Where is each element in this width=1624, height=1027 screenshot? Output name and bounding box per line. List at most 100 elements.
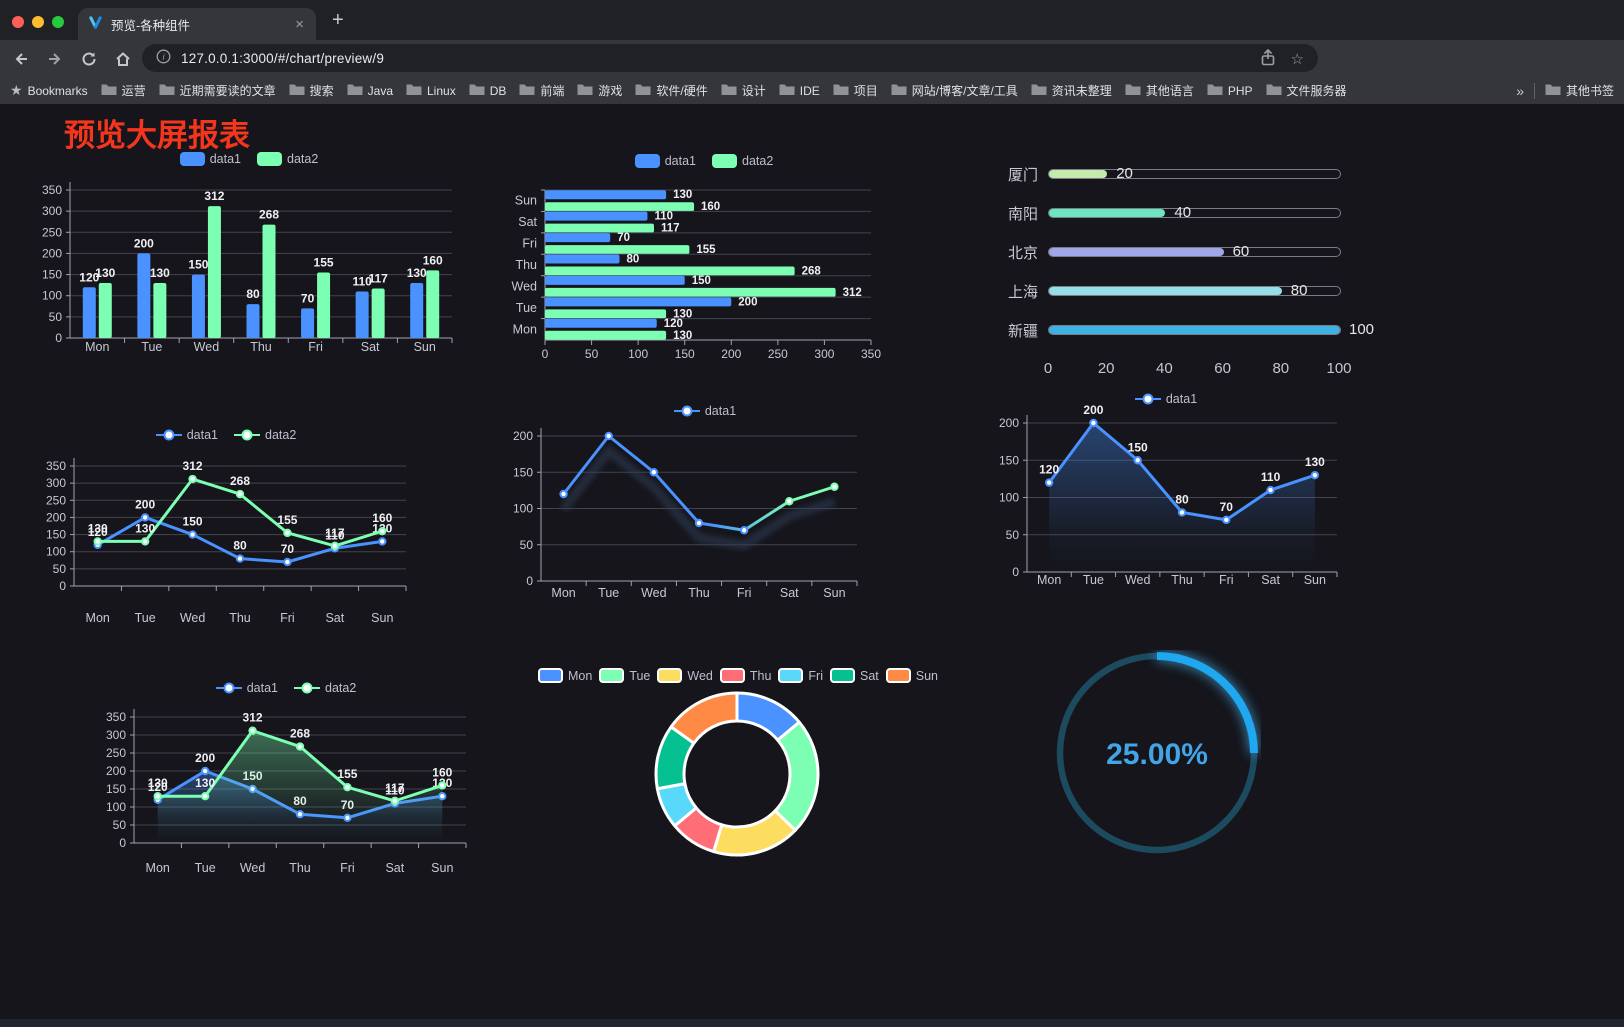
svg-text:200: 200 [42, 246, 62, 260]
svg-text:Sat: Sat [780, 586, 799, 600]
bookmark-folder-近期需要读的文章[interactable]: 近期需要读的文章 [159, 82, 276, 99]
svg-text:50: 50 [49, 310, 63, 324]
legend-item-data2[interactable]: data2 [712, 154, 773, 168]
bookmark-star-icon[interactable]: ☆ [1290, 51, 1304, 68]
svg-text:110: 110 [1261, 470, 1281, 484]
legend-swatch [712, 154, 737, 168]
bookmark-folder-Linux[interactable]: Linux [406, 82, 456, 99]
bookmark-folder-Java[interactable]: Java [347, 82, 393, 99]
svg-text:Sun: Sun [431, 861, 453, 875]
svg-text:Mon: Mon [146, 861, 170, 875]
back-icon[interactable] [8, 46, 34, 72]
url-text[interactable]: 127.0.0.1:3000/#/chart/preview/9 [181, 50, 385, 66]
svg-text:Thu: Thu [1171, 573, 1193, 587]
bookmark-folder-网站/博客/文章/工具[interactable]: 网站/博客/文章/工具 [891, 82, 1018, 99]
site-info-icon[interactable]: i [156, 49, 171, 67]
tab-strip: 预览-各种组件 × + [0, 0, 1624, 40]
chart-legend: Mon Tue Wed Thu Fri Sat Sun [537, 668, 938, 683]
window-close-button[interactable] [12, 16, 24, 28]
bookmark-folder-软件/硬件[interactable]: 软件/硬件 [635, 82, 708, 99]
svg-text:0: 0 [59, 579, 66, 593]
folder-icon [1207, 83, 1223, 99]
bookmark-folder-DB[interactable]: DB [469, 82, 506, 99]
legend-label: data2 [742, 154, 774, 168]
legend-item-Sat[interactable]: Sat [830, 668, 879, 683]
bookmarks-root-label: Bookmarks [27, 83, 88, 98]
legend-item-Mon[interactable]: Mon [537, 668, 592, 683]
svg-text:Thu: Thu [688, 586, 710, 600]
bookmark-label: 软件/硬件 [656, 84, 708, 98]
legend-item-Thu[interactable]: Thu [719, 668, 771, 683]
bookmark-folder-搜索[interactable]: 搜索 [289, 82, 334, 99]
legend-swatch [830, 668, 855, 683]
svg-text:Wed: Wed [194, 340, 220, 354]
bookmark-label: 前端 [540, 84, 565, 98]
svg-text:250: 250 [768, 347, 788, 361]
legend-item-data1[interactable]: data1 [179, 152, 241, 166]
bookmark-folder-PHP[interactable]: PHP [1207, 82, 1253, 99]
tab-close-icon[interactable]: × [295, 15, 304, 33]
svg-text:110: 110 [352, 274, 372, 288]
bookmark-folder-IDE[interactable]: IDE [779, 82, 820, 99]
progress-label: 新疆 [1007, 322, 1038, 340]
legend-item-data1[interactable]: data1 [155, 428, 218, 442]
svg-text:Sun: Sun [515, 194, 537, 208]
legend-item-Fri[interactable]: Fri [778, 668, 823, 683]
legend-label: Tue [629, 668, 651, 683]
chart-area-two: data1 data2 0 50 100 150 200 250 300 350 Mon Tue Wed… [100, 675, 472, 889]
chart-legend: data1 [505, 404, 905, 418]
svg-text:155: 155 [696, 244, 716, 256]
svg-text:Tue: Tue [1083, 573, 1104, 587]
legend-item-data1[interactable]: data1 [1134, 392, 1197, 406]
legend-item-data2[interactable]: data2 [257, 152, 318, 166]
progress-value: 100 [1349, 321, 1375, 338]
legend-item-Wed[interactable]: Wed [657, 668, 713, 683]
svg-text:250: 250 [106, 746, 126, 760]
progress-label: 北京 [1007, 244, 1038, 262]
svg-text:160: 160 [372, 511, 392, 525]
home-icon[interactable] [110, 46, 136, 72]
chart-line-two: data1 data2 0 50 100 150 200 250 300 350 Mon Tue Wed… [40, 426, 412, 638]
bookmark-folder-设计[interactable]: 设计 [721, 82, 766, 99]
window-zoom-button[interactable] [52, 16, 64, 28]
svg-text:120: 120 [88, 525, 108, 539]
legend-label: Fri [808, 668, 823, 683]
svg-text:120: 120 [79, 270, 99, 284]
legend-item-Sun[interactable]: Sun [885, 668, 938, 683]
svg-text:Wed: Wed [512, 279, 538, 293]
other-bookmarks-folder[interactable]: 其他书签 [1545, 82, 1614, 99]
svg-text:160: 160 [701, 201, 720, 213]
progress-value: 40 [1174, 204, 1192, 221]
chart-legend: data1 [985, 392, 1347, 406]
bookmark-folder-游戏[interactable]: 游戏 [577, 82, 622, 99]
bookmark-folder-资讯未整理[interactable]: 资讯未整理 [1031, 82, 1112, 99]
forward-icon[interactable] [42, 46, 68, 72]
legend-item-data1[interactable]: data1 [673, 404, 736, 418]
share-icon[interactable] [1261, 48, 1275, 69]
legend-item-data1[interactable]: data1 [215, 681, 278, 695]
chart-bar-horizontal: data1 data2 0 50 100 150 200 250 300 350 Sun 130 160… [503, 150, 905, 362]
bookmark-folder-其他语言[interactable]: 其他语言 [1125, 82, 1194, 99]
legend-item-data2[interactable]: data2 [294, 681, 356, 695]
legend-label: data2 [325, 681, 357, 695]
bookmarks-overflow-chevron[interactable]: » [1516, 82, 1524, 99]
folder-icon [779, 83, 795, 99]
new-tab-button[interactable]: + [332, 9, 344, 31]
bookmark-folder-项目[interactable]: 项目 [833, 82, 878, 99]
bookmark-folder-文件服务器[interactable]: 文件服务器 [1266, 82, 1347, 99]
bookmarks-manager[interactable]: ★ Bookmarks [10, 82, 88, 99]
svg-text:150: 150 [188, 258, 208, 272]
legend-item-Tue[interactable]: Tue [599, 668, 650, 683]
window-minimize-button[interactable] [32, 16, 44, 28]
legend-item-data2[interactable]: data2 [234, 428, 296, 442]
svg-text:110: 110 [325, 528, 345, 542]
legend-item-data1[interactable]: data1 [634, 154, 696, 168]
legend-marker-icon [215, 682, 242, 694]
bookmark-folder-运营[interactable]: 运营 [101, 82, 146, 99]
browser-tab[interactable]: 预览-各种组件 × [78, 8, 316, 40]
bookmark-folder-前端[interactable]: 前端 [519, 82, 564, 99]
svg-text:268: 268 [802, 266, 822, 278]
address-bar[interactable]: i 127.0.0.1:3000/#/chart/preview/9 ☆ [142, 44, 1318, 72]
reload-icon[interactable] [76, 46, 102, 72]
svg-text:130: 130 [673, 308, 692, 320]
